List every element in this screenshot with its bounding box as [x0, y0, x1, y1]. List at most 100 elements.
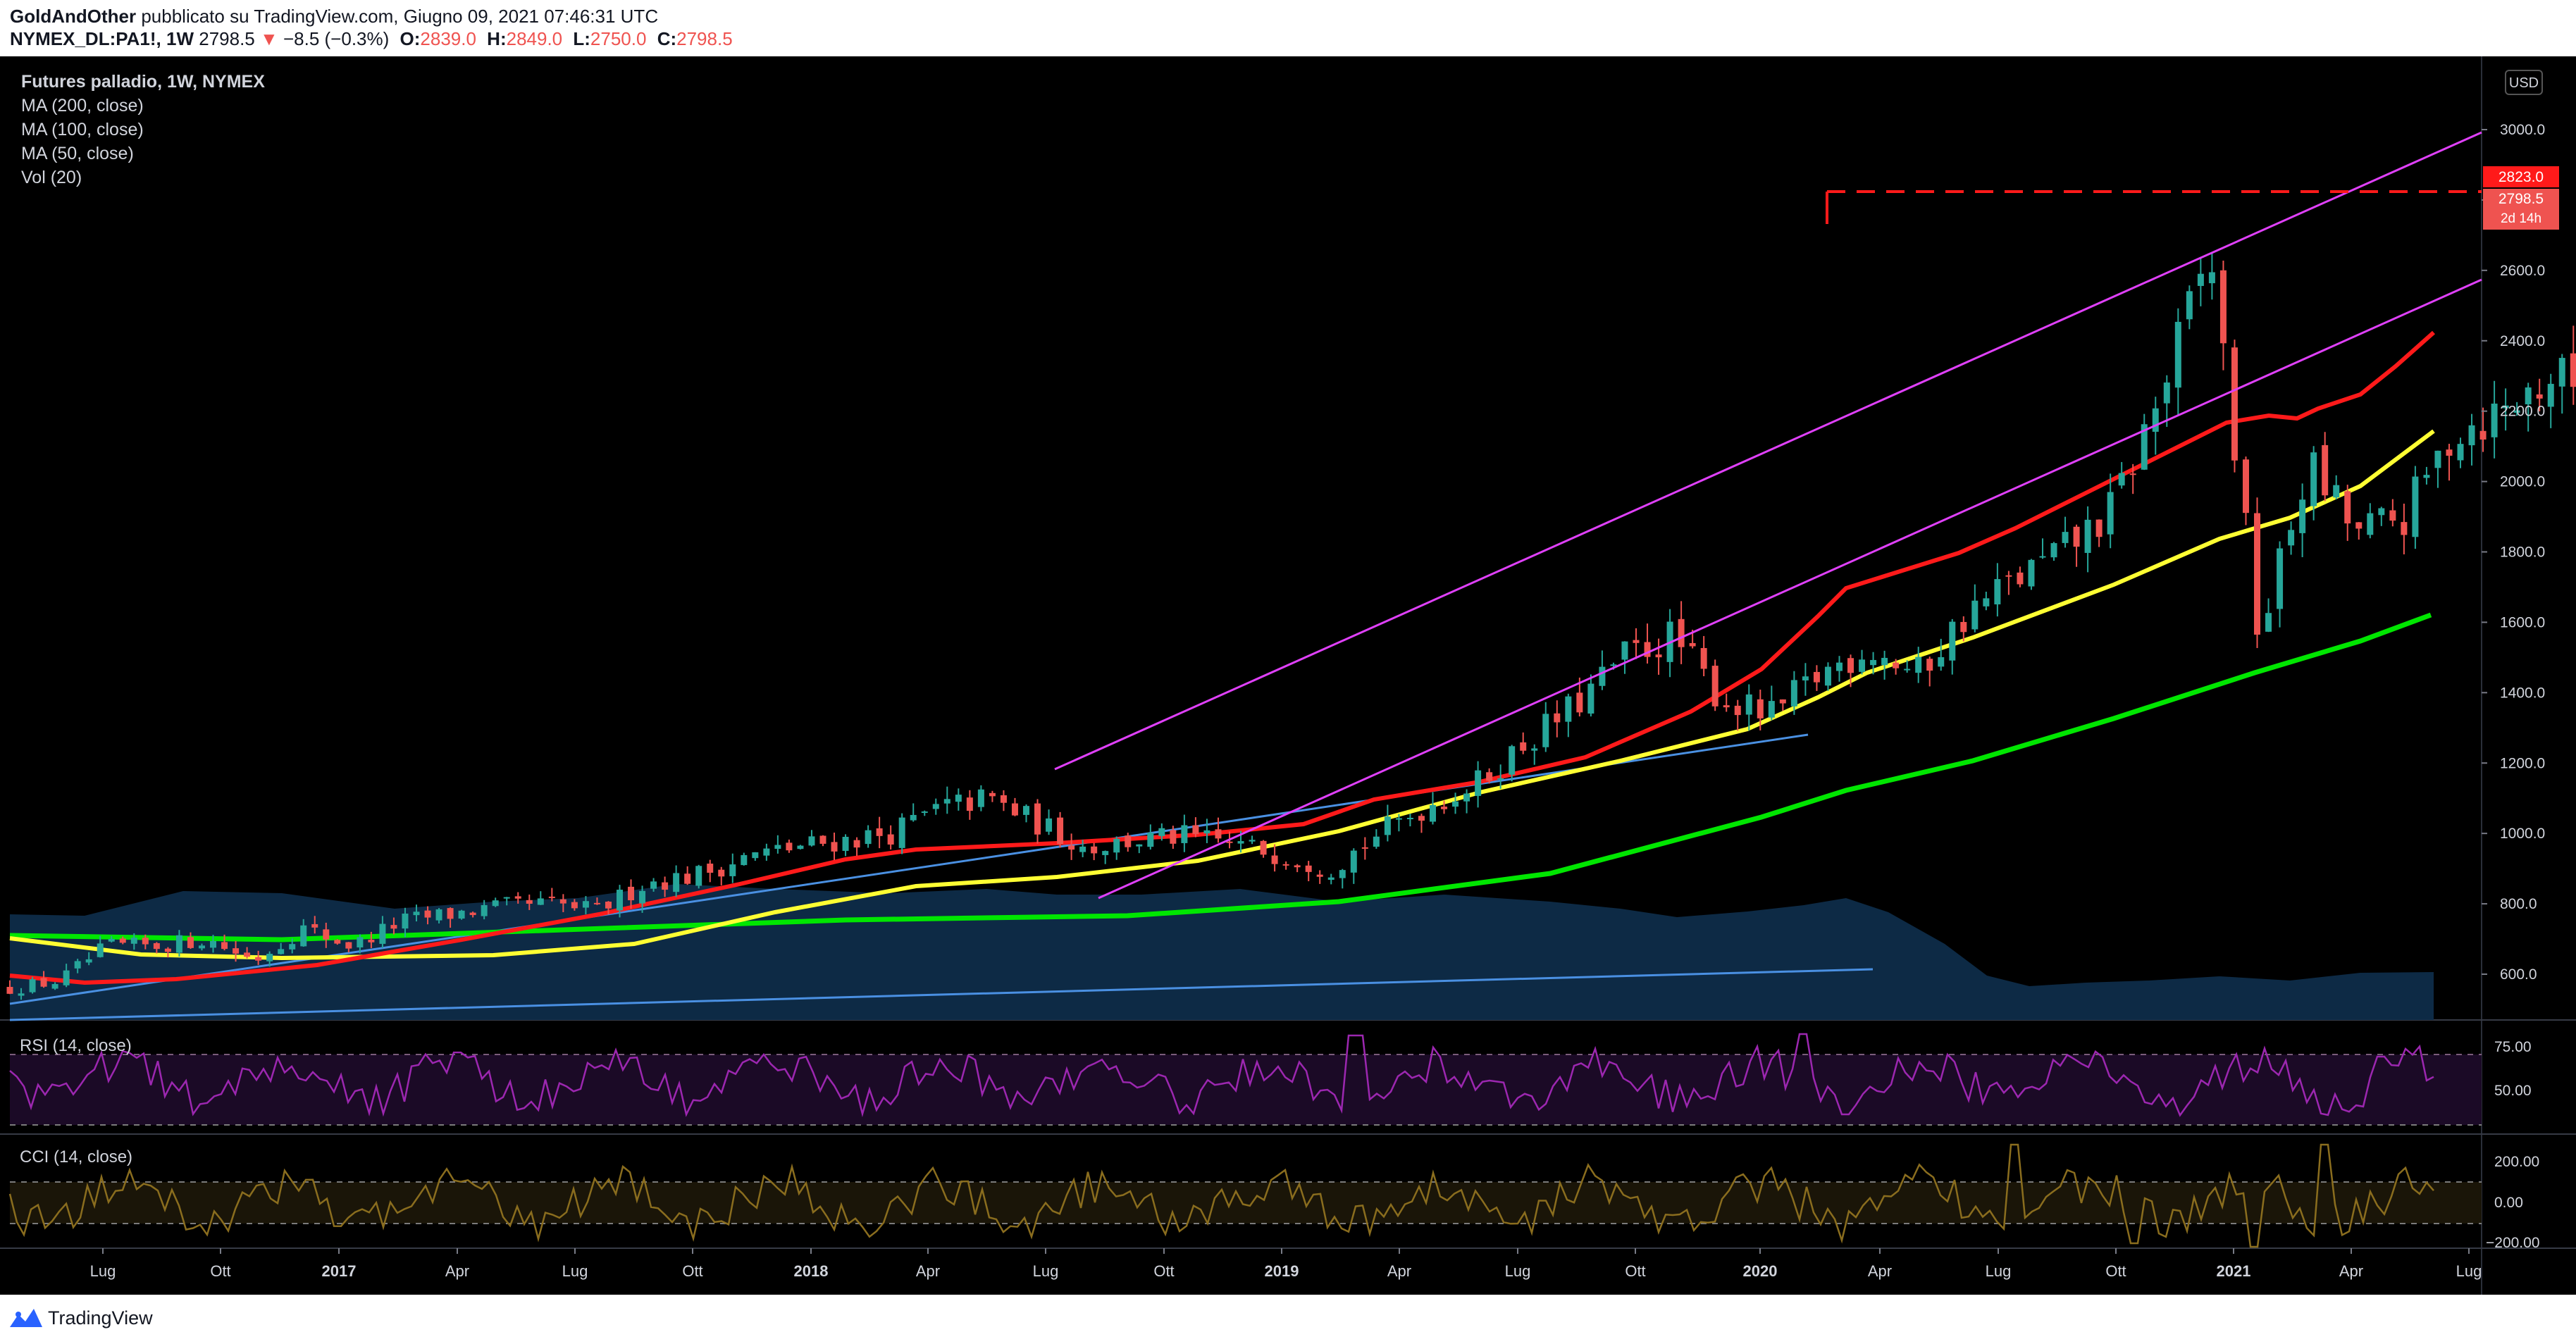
candle[interactable]	[1870, 652, 1877, 675]
candle[interactable]	[582, 896, 589, 915]
candle[interactable]	[1361, 837, 1368, 860]
brand-name[interactable]: TradingView	[48, 1307, 153, 1329]
candle[interactable]	[718, 866, 725, 885]
candle[interactable]	[1745, 684, 1752, 731]
candle[interactable]	[390, 917, 397, 935]
candle[interactable]	[278, 942, 285, 954]
candle[interactable]	[233, 940, 240, 962]
candle[interactable]	[1305, 861, 1312, 882]
candle[interactable]	[2186, 285, 2193, 330]
tradingview-logo-icon[interactable]	[8, 1306, 44, 1331]
candle[interactable]	[2468, 413, 2475, 466]
candle[interactable]	[842, 834, 849, 857]
candle[interactable]	[1723, 693, 1730, 712]
candle[interactable]	[1509, 745, 1516, 782]
candle[interactable]	[85, 952, 92, 966]
candles[interactable]	[6, 123, 2576, 1000]
candle[interactable]	[1249, 835, 1256, 845]
candle[interactable]	[2005, 571, 2012, 595]
candle[interactable]	[266, 951, 273, 967]
candle[interactable]	[2423, 466, 2430, 485]
candle[interactable]	[142, 934, 149, 950]
candle[interactable]	[447, 907, 454, 928]
candle[interactable]	[2141, 413, 2148, 471]
chart-svg[interactable]: 3000.02800.02600.02400.02200.02000.01800…	[0, 56, 2576, 1295]
candle[interactable]	[97, 935, 104, 958]
candle[interactable]	[1406, 814, 1413, 827]
candle[interactable]	[63, 964, 70, 988]
candle[interactable]	[458, 909, 465, 920]
candle[interactable]	[1587, 674, 1594, 717]
candle[interactable]	[1734, 699, 1741, 731]
ma200-line[interactable]	[9, 612, 2432, 942]
candle[interactable]	[786, 839, 793, 853]
candle[interactable]	[1983, 592, 1990, 611]
candle[interactable]	[887, 825, 894, 850]
candle[interactable]	[2118, 461, 2125, 489]
candle[interactable]	[853, 837, 860, 857]
candle[interactable]	[1373, 829, 1380, 849]
channel-lower-line[interactable]	[1098, 278, 2482, 900]
candle[interactable]	[876, 816, 883, 849]
candle[interactable]	[2073, 524, 2080, 567]
candle[interactable]	[2219, 260, 2227, 371]
candle[interactable]	[1847, 654, 1854, 687]
candle[interactable]	[548, 888, 555, 902]
candle[interactable]	[2378, 506, 2385, 526]
candle[interactable]	[1486, 768, 1493, 784]
candle[interactable]	[130, 933, 137, 950]
candle[interactable]	[1316, 870, 1323, 884]
candle[interactable]	[1215, 817, 1222, 843]
candle[interactable]	[865, 825, 872, 848]
candle[interactable]	[2017, 566, 2024, 587]
candle[interactable]	[1102, 850, 1109, 864]
candle[interactable]	[2446, 444, 2453, 481]
candle[interactable]	[752, 852, 759, 861]
candle[interactable]	[1621, 641, 1628, 674]
candle[interactable]	[2095, 519, 2103, 547]
candle[interactable]	[2344, 485, 2351, 541]
candle[interactable]	[943, 786, 950, 814]
candle[interactable]	[673, 865, 680, 897]
candle[interactable]	[2491, 380, 2498, 459]
candle[interactable]	[1203, 819, 1210, 843]
candle[interactable]	[1395, 814, 1402, 832]
candle[interactable]	[707, 859, 714, 883]
legend[interactable]: Futures palladio, 1W, NYMEX MA (200, clo…	[21, 72, 265, 187]
candle[interactable]	[662, 876, 669, 897]
candle[interactable]	[1046, 809, 1053, 835]
candle[interactable]	[526, 894, 533, 910]
candle[interactable]	[616, 885, 623, 918]
candle[interactable]	[424, 906, 431, 925]
candle[interactable]	[2062, 516, 2069, 548]
time-axis[interactable]: Lug Ott 2017 Apr Lug Ott 2018 Apr Lug Ott 2019 Apr L…	[90, 1248, 2482, 1280]
candle[interactable]	[2389, 499, 2396, 527]
candle[interactable]	[2333, 475, 2340, 500]
candle[interactable]	[763, 843, 770, 861]
candle[interactable]	[2367, 503, 2374, 539]
candle[interactable]	[831, 833, 838, 861]
channel-upper-line[interactable]	[1054, 131, 2482, 771]
candle[interactable]	[323, 922, 330, 948]
candle[interactable]	[379, 916, 386, 948]
candle[interactable]	[1057, 811, 1064, 848]
candle[interactable]	[1475, 761, 1482, 808]
candle[interactable]	[514, 892, 521, 904]
candle[interactable]	[1192, 817, 1199, 838]
candle[interactable]	[2129, 463, 2136, 494]
candle[interactable]	[571, 899, 578, 911]
candle[interactable]	[1091, 842, 1098, 861]
candle[interactable]	[2310, 446, 2317, 521]
currency-badge[interactable]: USD	[2505, 70, 2543, 95]
candle[interactable]	[1779, 699, 1786, 711]
candle[interactable]	[2084, 506, 2091, 573]
candle[interactable]	[2242, 456, 2249, 525]
candle[interactable]	[1904, 660, 1911, 673]
candle[interactable]	[469, 911, 476, 918]
candle[interactable]	[819, 835, 826, 847]
candle[interactable]	[244, 947, 251, 959]
candle[interactable]	[402, 907, 409, 938]
candle[interactable]	[1125, 833, 1132, 852]
candle[interactable]	[435, 908, 442, 923]
chart-area[interactable]: 3000.02800.02600.02400.02200.02000.01800…	[0, 56, 2576, 1295]
